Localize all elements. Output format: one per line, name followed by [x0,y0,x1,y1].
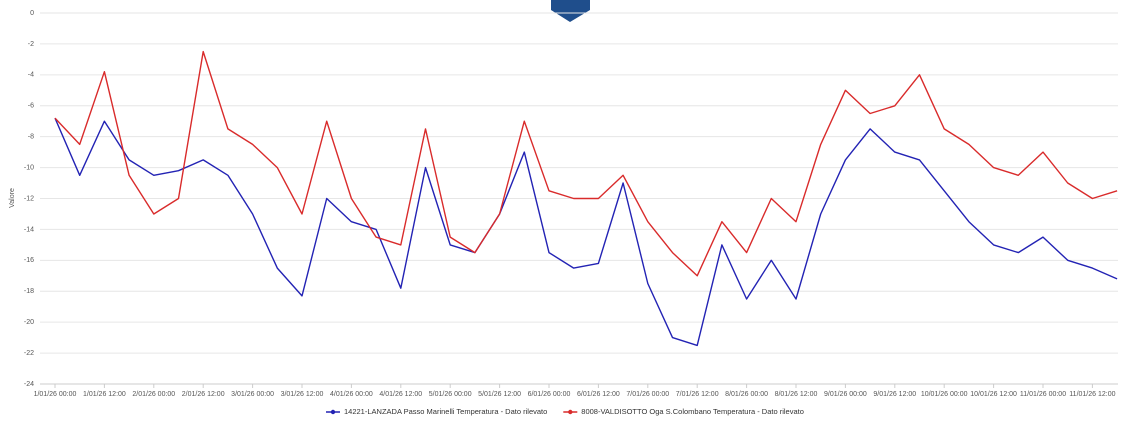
y-tick-label: 0 [30,10,34,17]
x-tick-label: 1/01/26 00:00 [34,391,77,398]
legend-item: 8008-VALDISOTTO Oga S.Colombano Temperat… [563,407,804,416]
y-tick-label: -10 [24,164,34,171]
x-tick-label: 3/01/26 00:00 [231,391,274,398]
collapse-marker [551,0,590,22]
y-tick-label: -2 [28,41,34,48]
x-tick-label: 3/01/26 12:00 [281,391,324,398]
legend-marker [568,409,573,415]
y-tick-label: -4 [28,72,34,79]
series-line [54,50,1118,277]
x-tick-label: 7/01/26 00:00 [626,391,669,398]
y-tick-label: -22 [24,350,34,357]
y-tick-label: -6 [28,103,34,110]
y-tick-label: -24 [24,381,34,388]
x-tick-label: 6/01/26 00:00 [528,391,571,398]
x-tick-label: 2/01/26 12:00 [182,391,225,398]
x-tick-label: 8/01/26 00:00 [725,391,768,398]
legend-marker [330,409,336,415]
y-tick-label: -20 [24,319,34,326]
x-tick-label: 10/01/26 00:00 [921,391,968,398]
x-tick-label: 6/01/26 12:00 [577,391,620,398]
x-tick-label: 1/01/26 12:00 [83,391,126,398]
x-tick-label: 9/01/26 12:00 [873,391,916,398]
x-tick-label: 9/01/26 00:00 [824,391,867,398]
x-tick-label: 11/01/26 00:00 [1020,391,1066,398]
x-tick-label: 5/01/26 12:00 [478,391,521,398]
y-tick-label: -12 [24,195,34,202]
y-axis-label: Valore [9,188,16,208]
y-tick-label: -8 [28,134,34,141]
series-line [54,117,1118,347]
y-tick-label: -16 [24,257,34,264]
x-tick-label: 10/01/26 12:00 [970,391,1017,398]
legend-label: 8008-VALDISOTTO Oga S.Colombano Temperat… [581,407,804,416]
y-tick-label: -18 [24,288,34,295]
x-tick-label: 8/01/26 12:00 [775,391,818,398]
x-tick-label: 11/01/26 12:00 [1069,391,1115,398]
y-tick-label: -14 [24,226,34,233]
x-tick-label: 4/01/26 12:00 [379,391,422,398]
x-tick-label: 4/01/26 00:00 [330,391,373,398]
x-tick-label: 2/01/26 00:00 [132,391,175,398]
x-tick-label: 5/01/26 00:00 [429,391,472,398]
legend: 14221-LANZADA Passo Marinelli Temperatur… [326,407,804,416]
x-tick-label: 7/01/26 12:00 [676,391,719,398]
legend-label: 14221-LANZADA Passo Marinelli Temperatur… [344,407,547,416]
legend-item: 14221-LANZADA Passo Marinelli Temperatur… [326,407,547,416]
